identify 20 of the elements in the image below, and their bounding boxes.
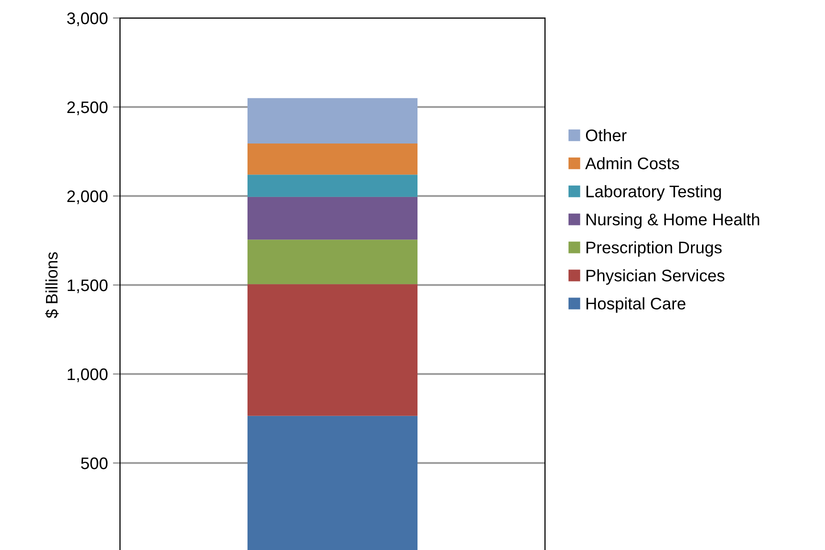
- y-tick-label: 3,000: [67, 12, 108, 26]
- y-axis-title: $ Billions: [45, 252, 59, 318]
- legend-label: Physician Services: [586, 269, 724, 285]
- legend-label: Admin Costs: [585, 157, 680, 170]
- bar: [248, 284, 418, 416]
- bar: [248, 240, 418, 284]
- y-tick-label: 1,000: [68, 368, 108, 382]
- bar: [248, 196, 418, 240]
- bar: [248, 98, 418, 144]
- legend-label: Prescription Drugs: [586, 241, 722, 257]
- bar: [248, 143, 418, 175]
- legend-label: Hospital Care: [586, 297, 686, 313]
- legend-label: Other: [586, 129, 627, 142]
- y-tick-label: 2,500: [67, 101, 108, 116]
- legend-label: Laboratory Testing: [586, 185, 721, 201]
- y-tick-label: 500: [81, 457, 108, 470]
- y-tick-label: 2,000: [67, 190, 108, 204]
- bar: [248, 174, 418, 197]
- y-tick-label: 1,500: [68, 279, 108, 294]
- legend-label: Nursing & Home Health: [586, 213, 760, 229]
